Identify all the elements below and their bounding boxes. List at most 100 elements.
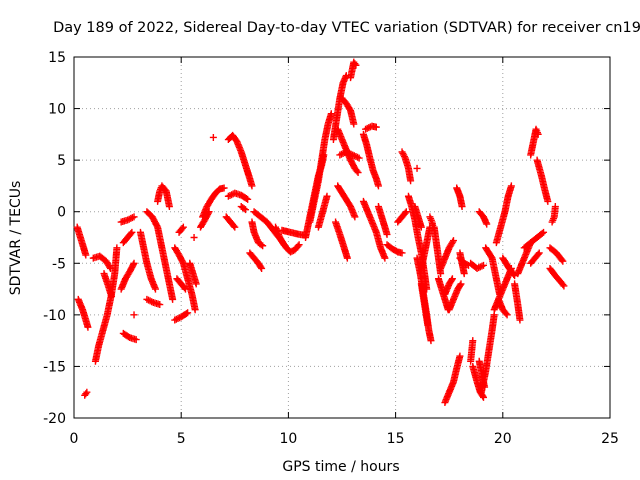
data-point	[456, 352, 464, 360]
data-point	[560, 282, 568, 290]
data-point	[365, 124, 373, 132]
y-tick-label: 0	[57, 205, 66, 221]
data-point	[417, 223, 425, 231]
data-point	[362, 125, 370, 133]
y-tick-label: 5	[57, 153, 66, 169]
data-point	[401, 209, 409, 217]
x-tick-label: 15	[387, 431, 405, 447]
x-tick-label: 20	[494, 431, 512, 447]
data-point	[353, 167, 361, 175]
data-point	[323, 192, 331, 200]
data-point	[449, 238, 457, 246]
x-axis-label: GPS time / hours	[282, 459, 399, 475]
data-point	[130, 213, 138, 221]
data-point	[449, 237, 457, 245]
data-point	[127, 230, 135, 238]
data-point	[174, 314, 182, 322]
data-point	[480, 261, 488, 269]
data-point	[192, 280, 200, 288]
data-point	[146, 297, 154, 305]
data-point	[458, 203, 466, 211]
data-point	[228, 191, 236, 199]
data-point	[327, 110, 335, 118]
data-point	[456, 281, 464, 289]
data-point	[457, 280, 465, 288]
data-point	[294, 242, 302, 250]
data-point	[535, 249, 543, 257]
data-point	[280, 241, 288, 249]
data-point	[84, 323, 92, 331]
data-point	[178, 224, 186, 232]
data-point	[473, 264, 481, 272]
data-point	[351, 213, 359, 221]
data-point	[352, 61, 360, 69]
data-point	[244, 195, 252, 203]
data-point	[156, 301, 164, 309]
data-point	[400, 151, 408, 159]
data-point	[190, 234, 198, 241]
data-point	[448, 275, 456, 283]
data-point	[124, 216, 132, 224]
data-point	[448, 276, 456, 284]
x-tick-label: 5	[177, 431, 186, 447]
data-point	[558, 256, 566, 264]
data-point	[257, 263, 265, 271]
data-point	[258, 264, 266, 272]
data-point	[82, 390, 90, 398]
data-point	[191, 306, 199, 314]
y-tick-label: 10	[48, 102, 66, 118]
data-point	[516, 316, 524, 324]
data-point	[143, 295, 151, 303]
data-point	[171, 316, 179, 324]
data-point	[355, 154, 363, 162]
data-point	[402, 208, 410, 216]
data-point	[336, 151, 344, 159]
chart-title: Day 189 of 2022, Sidereal Day-to-day VTE…	[53, 20, 640, 36]
data-point	[475, 264, 483, 272]
data-point	[483, 220, 491, 228]
data-point	[424, 321, 432, 329]
data-point	[132, 336, 140, 344]
data-point	[510, 270, 518, 278]
data-point	[179, 223, 187, 231]
data-point	[259, 242, 267, 250]
data-point	[344, 149, 352, 157]
y-tick-label: -15	[43, 359, 66, 375]
data-point	[481, 383, 489, 391]
data-point	[295, 241, 303, 249]
data-point	[339, 149, 347, 157]
data-point	[363, 124, 371, 132]
axis-ticks	[73, 56, 611, 419]
data-point	[169, 295, 177, 303]
data-point	[540, 228, 548, 236]
data-point	[427, 216, 435, 224]
data-point	[125, 215, 133, 223]
data-point	[82, 251, 90, 259]
data-point	[398, 148, 406, 156]
data-point	[383, 230, 391, 238]
data-point	[350, 120, 358, 128]
data-point	[242, 206, 250, 214]
data-point	[180, 284, 188, 292]
data-point	[476, 263, 484, 271]
x-tick-labels: 0 5 10 15 20 25	[70, 431, 619, 447]
data-point	[129, 261, 137, 269]
data-point	[398, 249, 406, 257]
data-point	[349, 151, 357, 159]
data-point	[534, 130, 542, 138]
data-point	[108, 292, 116, 300]
data-point	[544, 197, 552, 205]
y-axis-label: SDTVAR / TECUs	[8, 181, 24, 296]
data-point	[231, 223, 239, 231]
data-point	[343, 254, 351, 262]
data-point	[165, 203, 173, 211]
data-point	[502, 310, 510, 318]
data-point	[145, 296, 153, 304]
data-point	[507, 182, 515, 190]
data-point	[351, 60, 359, 68]
data-point	[224, 192, 232, 200]
data-point	[456, 249, 464, 257]
data-point	[127, 214, 135, 222]
data-point	[172, 315, 180, 323]
y-tick-label: -5	[52, 256, 66, 272]
